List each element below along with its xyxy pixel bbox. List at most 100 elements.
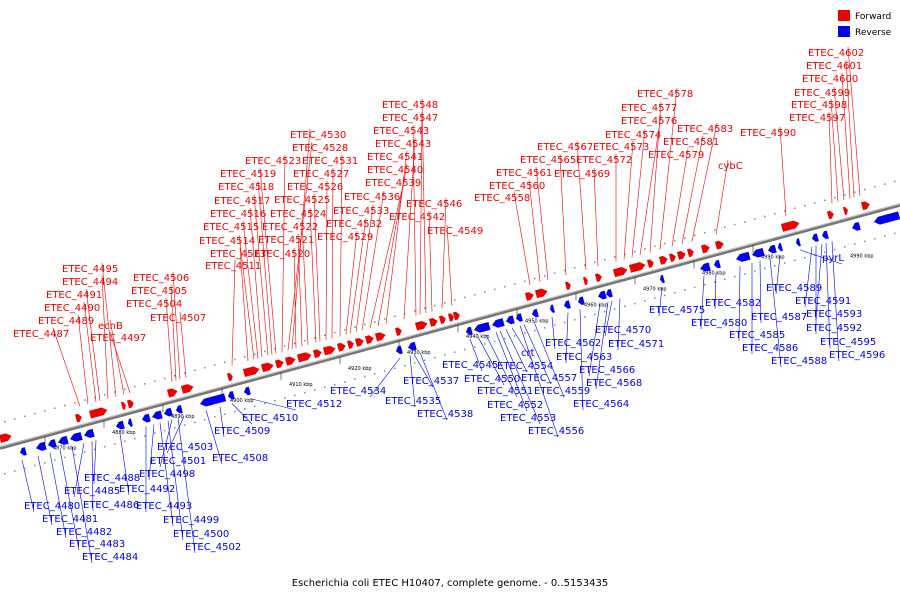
track-guide-dot	[794, 259, 796, 262]
track-guide-dot	[884, 183, 886, 185]
forward-gene-arrow	[312, 349, 322, 359]
gene-label: ETEC_4581	[663, 137, 719, 148]
leader-line	[52, 327, 81, 407]
reverse-gene-arrow	[36, 441, 47, 451]
leader-line	[617, 298, 621, 351]
leader-line	[345, 230, 358, 335]
gene-label: ETEC_4558	[474, 193, 530, 204]
leader-line	[249, 398, 297, 411]
track-guide-dot	[764, 215, 766, 218]
track-guide-dot	[274, 400, 276, 402]
gene-label: ETEC_4529	[317, 232, 373, 243]
track-guide-dot	[664, 294, 666, 297]
reverse-gene-arrow	[736, 251, 751, 262]
forward-gene-arrow	[564, 281, 571, 291]
track-guide-dot	[834, 196, 836, 199]
gene-label: ETEC_4578	[637, 89, 693, 100]
track-guide-dot	[124, 440, 126, 443]
track-guide-dot	[354, 326, 356, 328]
leader-line	[446, 224, 453, 306]
leader-line	[313, 193, 321, 342]
track-guide-dot	[864, 240, 866, 243]
leader-line	[287, 141, 313, 351]
leader-line	[238, 234, 255, 360]
track-guide-dot	[114, 391, 116, 393]
track-guide-dot	[494, 340, 496, 343]
track-guide-dot	[324, 334, 326, 337]
track-guide-dot	[714, 229, 716, 231]
forward-gene-arrow	[296, 352, 312, 363]
track-guide-dot	[24, 467, 26, 470]
leader-line	[421, 98, 427, 313]
leader-line	[231, 403, 253, 425]
leader-line	[412, 124, 417, 316]
gene-label: ETEC_4542	[389, 212, 445, 223]
leader-line	[403, 137, 416, 319]
gene-label: ETEC_4534	[330, 386, 386, 397]
gene-label: ETEC_4580	[691, 318, 747, 329]
leader-line	[59, 449, 80, 551]
track-guide-dot	[484, 343, 486, 345]
gene-label: ETEC_4600	[802, 74, 858, 85]
forward-gene-arrow	[686, 248, 694, 258]
gene-labels: ETEC_4487 ETEC_4489 ETEC_4490 ETEC_4491 ETEC…	[13, 48, 885, 563]
axis-line	[0, 203, 900, 450]
track-guide-dot	[494, 288, 496, 291]
forward-gene-arrow	[646, 259, 654, 268]
track-guide-dot	[654, 245, 656, 247]
gene-label: ETEC_4510	[242, 413, 298, 424]
track-guide-dot	[724, 226, 726, 229]
gene-label: ETEC_4514	[199, 236, 255, 247]
reverse-gene-arrow	[822, 230, 829, 240]
leader-line	[239, 247, 249, 362]
track-guide-dot	[34, 412, 36, 415]
track-guide-dot	[164, 377, 166, 380]
track-guide-dot	[604, 310, 606, 313]
forward-gene-arrow	[428, 317, 438, 327]
leader-line	[37, 455, 53, 526]
track-guide-dot	[754, 270, 756, 272]
track-guide-dot	[134, 437, 136, 440]
forward-gene-arrow	[166, 388, 178, 398]
track-guide-dot	[284, 397, 286, 399]
forward-gene-arrow	[354, 337, 364, 347]
leader-line	[170, 284, 177, 381]
track-guide-dot	[644, 300, 646, 302]
track-guide-dot	[254, 353, 256, 355]
gene-label: ETEC_4523	[245, 156, 301, 167]
gene-label: ETEC_4519	[220, 169, 276, 180]
tick-label: 4910 kbp	[289, 382, 313, 388]
track-guide-dot	[664, 242, 666, 245]
track-guide-dot	[434, 304, 436, 307]
track-guide-dot	[154, 432, 156, 434]
forward-gene-arrow	[826, 210, 834, 220]
forward-gene-arrow	[74, 413, 82, 423]
gene-label: ETEC_4483	[69, 539, 125, 550]
gene-label: ETEC_4550	[464, 374, 520, 385]
gene-label: ETEC_4502	[185, 542, 241, 553]
track-guide-dot	[224, 361, 226, 364]
track-guide-dot	[304, 391, 306, 394]
track-guide-dot	[474, 294, 476, 296]
gene-label: ETEC_4501	[150, 456, 206, 467]
leader-line	[301, 220, 309, 345]
gene-label: ETEC_4595	[820, 337, 876, 348]
gene-label: ETEC_4537	[403, 376, 459, 387]
track-guide-dot	[254, 405, 256, 407]
track-guide-dot	[74, 402, 76, 404]
reverse-gene-arrow	[550, 304, 555, 313]
track-guide-dot	[544, 275, 546, 277]
track-guide-dot	[584, 316, 586, 318]
gene-label: ETEC_4576	[621, 116, 677, 127]
reverse-gene-arrow	[564, 300, 571, 309]
forward-gene-arrow	[676, 251, 686, 260]
leader-line	[413, 354, 434, 388]
gene-label: ETEC_4497	[90, 333, 146, 344]
leader-line	[83, 301, 97, 403]
leader-line	[231, 259, 236, 366]
leader-line	[167, 420, 184, 541]
track-guide-dot	[824, 199, 826, 202]
track-guide-dot	[264, 402, 266, 405]
leader-line	[495, 331, 528, 412]
